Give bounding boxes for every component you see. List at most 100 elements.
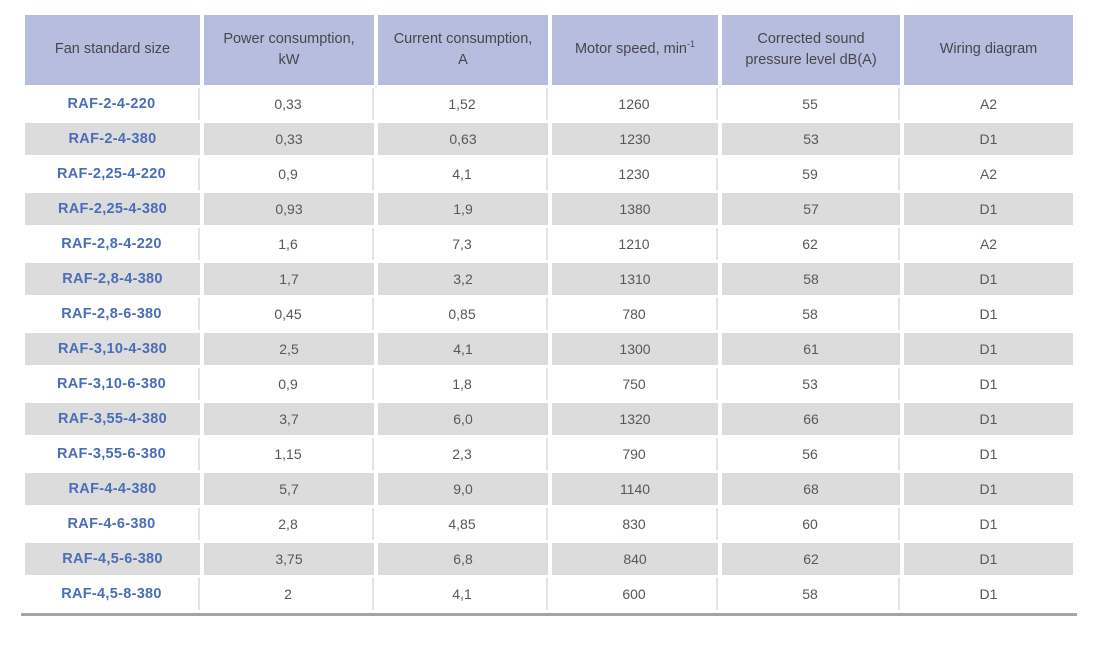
cell-power: 0,45 [204,298,374,330]
cell-noise: 53 [722,368,900,400]
cell-current: 1,52 [378,88,548,120]
header-line: Fan standard size [54,41,171,58]
cell-model: RAF-3,10-4-380 [25,333,200,365]
cell-power: 0,93 [204,193,374,225]
cell-speed: 600 [552,578,718,610]
cell-model: RAF-4,5-8-380 [25,578,200,610]
cell-current: 7,3 [378,228,548,260]
cell-power: 1,7 [204,263,374,295]
cell-speed: 830 [552,508,718,540]
cell-model: RAF-2,8-4-380 [25,263,200,295]
table-row: RAF-3,55-4-380 3,7 6,0 1320 66 D1 [25,403,1073,435]
cell-noise: 68 [722,473,900,505]
cell-speed: 1140 [552,473,718,505]
cell-model: RAF-4-4-380 [25,473,200,505]
column-header-wiring-diagram: Wiring diagram [904,15,1073,85]
table-body: RAF-2-4-220 0,33 1,52 1260 55 A2 RAF-2-4-380 0,… [25,88,1073,610]
header-line: A [458,52,468,68]
cell-power: 1,6 [204,228,374,260]
table-header: Fan standard size Power consumption, kW … [25,15,1073,85]
cell-wiring: D1 [904,403,1073,435]
cell-power: 0,9 [204,368,374,400]
cell-wiring: A2 [904,228,1073,260]
cell-wiring: D1 [904,543,1073,575]
table-row: RAF-2,8-4-380 1,7 3,2 1310 58 D1 [25,263,1073,295]
cell-power: 3,7 [204,403,374,435]
cell-power: 3,75 [204,543,374,575]
cell-current: 1,9 [378,193,548,225]
table-row: RAF-4-4-380 5,7 9,0 1140 68 D1 [25,473,1073,505]
cell-noise: 61 [722,333,900,365]
cell-wiring: D1 [904,578,1073,610]
cell-noise: 55 [722,88,900,120]
cell-speed: 1260 [552,88,718,120]
column-header-current-consumption: Current consumption, A [378,15,548,85]
table-row: RAF-3,10-6-380 0,9 1,8 750 53 D1 [25,368,1073,400]
cell-wiring: D1 [904,438,1073,470]
cell-speed: 1230 [552,123,718,155]
cell-wiring: D1 [904,333,1073,365]
cell-current: 2,3 [378,438,548,470]
cell-noise: 62 [722,543,900,575]
table-row: RAF-4,5-6-380 3,75 6,8 840 62 D1 [25,543,1073,575]
table-row: RAF-4-6-380 2,8 4,85 830 60 D1 [25,508,1073,540]
cell-wiring: D1 [904,193,1073,225]
cell-model: RAF-2-4-220 [25,88,200,120]
cell-power: 2,5 [204,333,374,365]
cell-model: RAF-2,8-4-220 [25,228,200,260]
column-header-sound-pressure-level: Corrected sound pressure level dB(A) [722,15,900,85]
table-row: RAF-2,25-4-220 0,9 4,1 1230 59 A2 [25,158,1073,190]
cell-current: 4,1 [378,158,548,190]
cell-current: 3,2 [378,263,548,295]
cell-speed: 1380 [552,193,718,225]
cell-power: 0,33 [204,88,374,120]
cell-current: 0,85 [378,298,548,330]
cell-noise: 62 [722,228,900,260]
cell-noise: 66 [722,403,900,435]
fan-specifications-table-wrapper: Fan standard size Power consumption, kW … [21,12,1077,616]
table-row: RAF-2,25-4-380 0,93 1,9 1380 57 D1 [25,193,1073,225]
cell-speed: 840 [552,543,718,575]
cell-wiring: A2 [904,88,1073,120]
header-line: pressure level dB(A) [745,52,877,68]
cell-current: 0,63 [378,123,548,155]
cell-model: RAF-2,25-4-380 [25,193,200,225]
cell-power: 0,9 [204,158,374,190]
cell-model: RAF-3,55-4-380 [25,403,200,435]
header-line: Current consumption, [393,30,533,47]
cell-speed: 1300 [552,333,718,365]
header-line: Power consumption, [223,30,355,47]
table-row: RAF-4,5-8-380 2 4,1 600 58 D1 [25,578,1073,610]
cell-model: RAF-2,25-4-220 [25,158,200,190]
cell-current: 4,1 [378,578,548,610]
cell-noise: 59 [722,158,900,190]
column-header-power-consumption: Power consumption, kW [204,15,374,85]
table-row: RAF-2-4-380 0,33 0,63 1230 53 D1 [25,123,1073,155]
column-header-fan-standard-size: Fan standard size [25,15,200,85]
cell-model: RAF-4-6-380 [25,508,200,540]
cell-speed: 790 [552,438,718,470]
cell-noise: 60 [722,508,900,540]
cell-power: 2,8 [204,508,374,540]
cell-wiring: D1 [904,508,1073,540]
cell-noise: 57 [722,193,900,225]
cell-current: 6,0 [378,403,548,435]
cell-wiring: D1 [904,298,1073,330]
cell-model: RAF-3,55-6-380 [25,438,200,470]
cell-power: 1,15 [204,438,374,470]
cell-wiring: D1 [904,368,1073,400]
cell-model: RAF-3,10-6-380 [25,368,200,400]
table-row: RAF-2,8-6-380 0,45 0,85 780 58 D1 [25,298,1073,330]
header-line: Corrected sound [757,30,865,47]
cell-model: RAF-4,5-6-380 [25,543,200,575]
cell-wiring: D1 [904,123,1073,155]
superscript-minus-one: -1 [687,39,696,50]
table-row: RAF-3,10-4-380 2,5 4,1 1300 61 D1 [25,333,1073,365]
cell-current: 4,1 [378,333,548,365]
header-line: Motor speed, min-1 [574,39,696,58]
cell-noise: 58 [722,578,900,610]
fan-specifications-table: Fan standard size Power consumption, kW … [21,12,1077,613]
cell-model: RAF-2-4-380 [25,123,200,155]
table-row: RAF-2-4-220 0,33 1,52 1260 55 A2 [25,88,1073,120]
cell-speed: 750 [552,368,718,400]
